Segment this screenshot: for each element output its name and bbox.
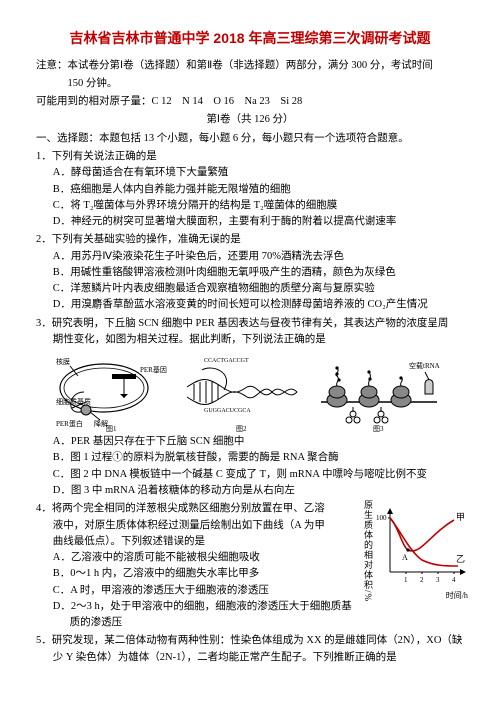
svg-text:图2: 图2 [236, 425, 247, 432]
svg-text:CCACTGACCGT: CCACTGACCGT [204, 358, 249, 364]
q5-stem-1: 5．研究发现，某二倍体动物有两种性别：性染色体组成为 XX 的是雌雄同体（2N）… [36, 633, 464, 649]
q4-block: 4．将两个完全相同的洋葱根尖成熟区细胞分别放置在甲、乙溶 液中，对原生质体体积经… [36, 499, 464, 631]
q2-opt-d: D．用溴麝香草酚蓝水溶液变黄的时间长短可以检测酵母菌培养液的 CO₂产生情况 [36, 297, 464, 313]
svg-text:1: 1 [404, 576, 408, 584]
q4-stem-2: 液中，对原生质体体积经过测量后绘制出如下曲线（A 为甲 [36, 518, 355, 534]
q4-opt-d: D．2～3 h，处于甲溶液中的细胞，细胞液的渗透压大于细胞质基质的渗透压 [36, 599, 355, 632]
atomic-weights: 可能用到的相对原子量：C 12 N 14 O 16 Na 23 Si 28 [36, 94, 464, 110]
q3-stem-2: 期性变化，如图为相关过程。据此判断，下列说法正确的是 [36, 332, 464, 348]
svg-text:甲: 甲 [456, 512, 465, 522]
q4-chart: 原生质体的相对体积/% 100 1 [359, 499, 464, 609]
q3-opt-b: B．图 1 过程①的原料为脱氧核苷酸，需要的酶是 RNA 聚合酶 [36, 450, 464, 466]
figure-2: CCACTGACCGT GUGGACUCGCA 图2 [182, 352, 307, 432]
notice-line-1: 注意：本试卷分第Ⅰ卷（选择题）和第Ⅱ卷（非选择题）两部分，满分 300 分，考试… [36, 58, 464, 74]
svg-text:GUGGACUCGCA: GUGGACUCGCA [204, 408, 251, 414]
svg-text:4: 4 [452, 576, 456, 584]
svg-text:A: A [402, 553, 408, 562]
q4-stem-3: 曲线最低点）。下列叙述错误的是 [36, 534, 355, 550]
q1-opt-d: D．神经元的树突可显著增大膜面积，主要有利于酶的附着以提高代谢速率 [36, 214, 464, 230]
figure-3: 空载tRNA 图3 [313, 352, 448, 432]
svg-text:3: 3 [436, 576, 440, 584]
curve-yi [390, 518, 458, 566]
q2-stem: 2．下列有关基础实验的操作，准确无误的是 [36, 232, 464, 248]
q3-opt-c: C．图 2 中 DNA 模板链中一个碱基 C 变成了 T，则 mRNA 中嘌呤与… [36, 467, 464, 483]
q4-opt-a: A．乙溶液中的溶质可能不能被根尖细胞吸收 [36, 550, 355, 566]
q2-opt-c: C．洋葱鳞片叶内表皮细胞最适合观察植物细胞的质壁分离与复原实验 [36, 281, 464, 297]
q4-xlabel: 时间/h [376, 590, 468, 602]
q4-ylabel: 原生质体的相对体积/% [360, 500, 374, 602]
main-title: 吉林省吉林市普通中学 2018 年高三理综第三次调研考试题 [36, 28, 464, 50]
q2-opt-b: B．用碱性重铬酸钾溶液检测叶肉细胞无氧呼吸产生的酒精，颜色为灰绿色 [36, 265, 464, 281]
figure-1: PER基因 核膜 细胞质基质 PER蛋白 降解 图1 [56, 352, 176, 432]
part1-title: 第Ⅰ卷（共 126 分） [36, 112, 464, 128]
svg-text:核膜: 核膜 [56, 357, 70, 366]
q4-opt-b: B．0～1 h 内，乙溶液中的细胞失水率比甲多 [36, 566, 355, 582]
svg-text:PER基因: PER基因 [140, 365, 167, 374]
q3-opt-a: A．PER 基因只存在于下丘脑 SCN 细胞中 [36, 434, 464, 450]
svg-text:图3: 图3 [373, 425, 384, 432]
curve-jia [390, 518, 454, 551]
svg-text:图1: 图1 [106, 425, 117, 432]
svg-text:100: 100 [376, 514, 387, 522]
q1-opt-c: C．将 T₂噬菌体与外界环境分隔开的结构是 T₂噬菌体的细胞膜 [36, 198, 464, 214]
q4-chart-svg: 100 1 2 3 4 [376, 506, 468, 588]
notice-line-2: 150 分钟。 [36, 76, 464, 92]
svg-text:2: 2 [420, 576, 424, 584]
q1-opt-a: A．酵母菌适合在有氧环境下大量繁殖 [36, 165, 464, 181]
svg-text:PER蛋白: PER蛋白 [56, 419, 83, 428]
q1-stem: 1．下列有关说法正确的是 [36, 149, 464, 165]
svg-text:乙: 乙 [456, 554, 465, 564]
q4-stem-1: 4．将两个完全相同的洋葱根尖成熟区细胞分别放置在甲、乙溶 [36, 501, 355, 517]
q3-opt-d: D．图 3 中 mRNA 沿着核糖体的移动方向是从右向左 [36, 483, 464, 499]
q2-opt-a: A．用苏丹Ⅳ染液染花生子叶染色后，还要用 70%酒精洗去浮色 [36, 249, 464, 265]
select-intro: 一、选择题：本题包括 13 个小题，每小题 6 分，每小题只有一个选项符合题意。 [36, 131, 464, 147]
q5-stem-2: 少 Y 染色体）为雄体（2N-1），二者均能正常产生配子。下列推断正确的是 [36, 650, 464, 666]
q3-stem-1: 3．研究表明，下丘脑 SCN 细胞中 PER 基因表达与昼夜节律有关，其表达产物… [36, 316, 464, 332]
exam-page: 吉林省吉林市普通中学 2018 年高三理综第三次调研考试题 注意：本试卷分第Ⅰ卷… [0, 0, 500, 678]
svg-text:空载tRNA: 空载tRNA [409, 361, 440, 370]
q3-figure-row: PER基因 核膜 细胞质基质 PER蛋白 降解 图1 [56, 352, 464, 432]
q1-opt-b: B．癌细胞是人体内自养能力强并能无限增殖的细胞 [36, 182, 464, 198]
q4-opt-c: C．A 时，甲溶液的渗透压大于细胞液的渗透压 [36, 583, 355, 599]
